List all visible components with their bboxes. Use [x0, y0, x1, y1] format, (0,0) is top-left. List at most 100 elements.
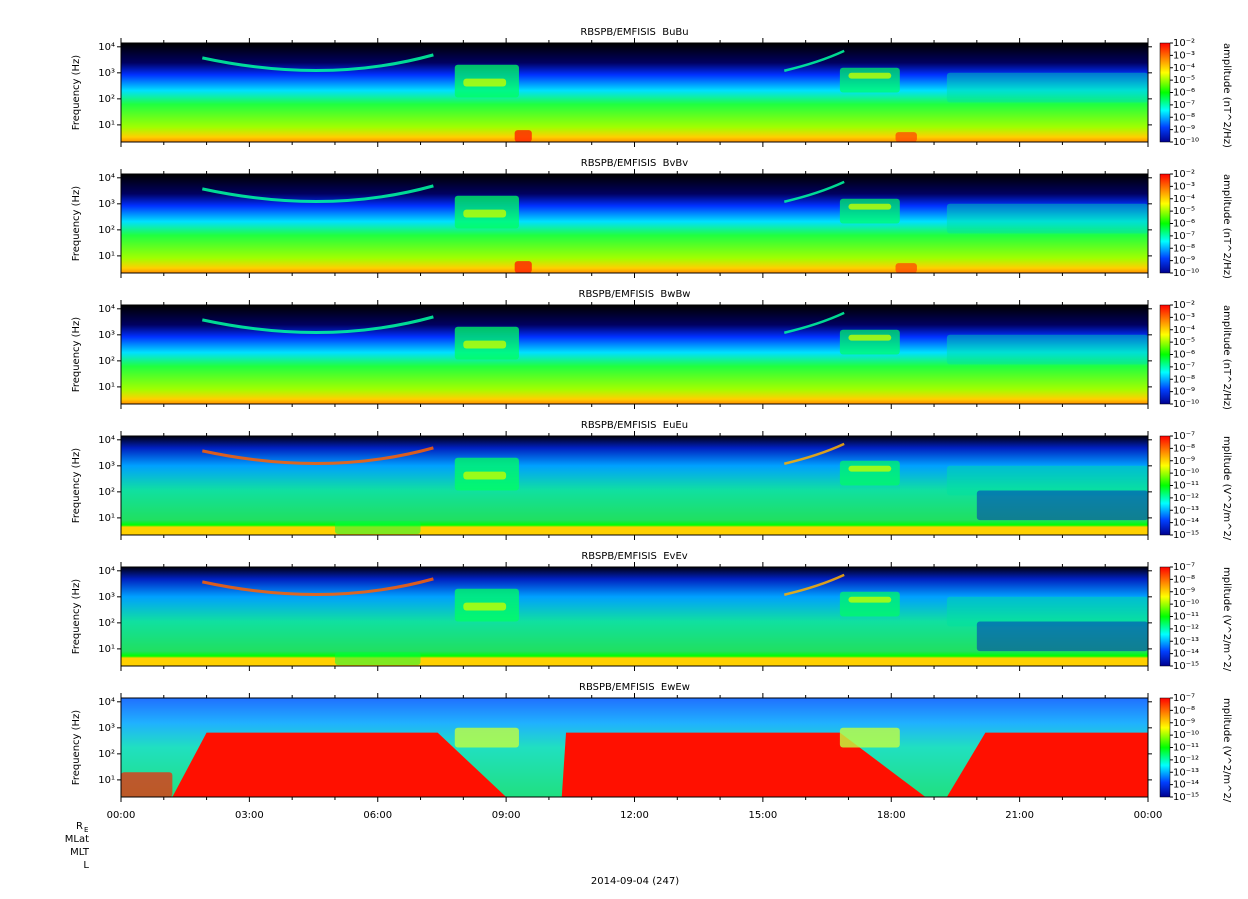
date-label: 2014-09-04 (247): [591, 876, 679, 887]
colorbar-tick-label: 10⁻⁸: [1173, 443, 1195, 454]
colorbar-tick-label: 10⁻⁷: [1173, 362, 1195, 373]
spectrogram-feature: [514, 261, 532, 273]
y-tick-label: 10³: [98, 592, 115, 603]
spectrogram-feature: [848, 465, 892, 472]
colorbar-tick-label: 10⁻¹⁵: [1173, 530, 1199, 541]
chorus-arc: [201, 446, 434, 465]
chorus-arc: [783, 573, 845, 596]
chorus-arc: [201, 53, 434, 72]
chorus-arc: [783, 311, 845, 334]
spectrogram-feature: [463, 602, 507, 611]
y-tick-label: 10³: [98, 199, 115, 210]
colorbar-tick-label: 10⁻¹³: [1173, 636, 1199, 647]
axes: [117, 169, 1173, 278]
x-tick-label: 15:00: [748, 810, 777, 821]
spectrogram-feature: [946, 596, 1148, 627]
spectrogram-feature: [334, 521, 421, 535]
y-tick-label: 10⁴: [98, 697, 115, 708]
colorbar-label: mplitude (V^2/m^2/: [1221, 698, 1232, 803]
colorbar-tick-label: 10⁻⁸: [1173, 374, 1195, 385]
colorbar-tick-label: 10⁻¹³: [1173, 767, 1199, 778]
colorbar-label: mplitude (V^2/m^2/: [1221, 567, 1232, 672]
colorbar-tick-label: 10⁻¹⁰: [1173, 599, 1199, 610]
chorus-arc: [201, 315, 434, 334]
colorbar-tick-label: 10⁻²: [1173, 38, 1195, 49]
spectrogram-feature: [895, 132, 917, 142]
chorus-arc: [201, 184, 434, 203]
colorbar-tick-label: 10⁻⁶: [1173, 88, 1195, 99]
colorbar: [1159, 173, 1171, 274]
y-axis-label: Frequency (Hz): [71, 710, 82, 786]
colorbar-tick-label: 10⁻¹⁰: [1173, 268, 1199, 279]
axes: [117, 431, 1173, 540]
spectrogram-feature: [976, 490, 1148, 521]
spectrogram-panel: RBSPB/EMFISIS BvBv Frequency (Hz) 10¹ 10² 10…: [71, 158, 1232, 279]
colorbar-label: amplitude (nT^2/Hz): [1221, 174, 1232, 279]
x-tick-label: 18:00: [877, 810, 906, 821]
ephemeris-subscript: E: [84, 826, 88, 834]
spectrogram-panel: RBSPB/EMFISIS EwEw Frequency (Hz) 10¹ 10² 10…: [71, 682, 1232, 821]
spectrogram-background: [121, 174, 1148, 273]
colorbar-tick-label: 10⁻⁵: [1173, 75, 1195, 86]
colorbar-tick-label: 10⁻¹¹: [1173, 743, 1199, 754]
y-tick-label: 10²: [98, 749, 115, 760]
colorbar-tick-label: 10⁻⁷: [1173, 431, 1195, 442]
panel-title: RBSPB/EMFISIS EwEw: [579, 682, 690, 693]
spectrogram-feature: [946, 334, 1148, 365]
y-tick-label: 10¹: [98, 644, 115, 655]
colorbar-tick-label: 10⁻¹⁰: [1173, 137, 1199, 148]
spectrogram-feature: [463, 340, 507, 349]
y-tick-label: 10²: [98, 487, 115, 498]
chorus-arc: [783, 49, 845, 72]
y-tick-label: 10¹: [98, 775, 115, 786]
colorbar-tick-label: 10⁻⁶: [1173, 350, 1195, 361]
spectrogram-feature: [839, 460, 900, 486]
x-tick-label: 00:00: [107, 810, 136, 821]
colorbar-tick-label: 10⁻¹⁴: [1173, 518, 1199, 529]
colorbar-label: mplitude (V^2/m^2/: [1221, 436, 1232, 541]
chorus-arc: [783, 442, 845, 465]
colorbar-tick-label: 10⁻¹³: [1173, 505, 1199, 516]
colorbar-tick-label: 10⁻¹⁴: [1173, 780, 1199, 791]
axes: [117, 562, 1173, 671]
colorbar-tick-label: 10⁻¹⁴: [1173, 649, 1199, 660]
spectrogram-background: [121, 567, 1148, 666]
ephemeris-label: MLat: [65, 834, 89, 845]
colorbar-tick-label: 10⁻⁶: [1173, 219, 1195, 230]
spectrogram-feature: [463, 209, 507, 218]
x-tick-label: 00:00: [1134, 810, 1163, 821]
colorbar-tick-label: 10⁻³: [1173, 312, 1195, 323]
y-tick-label: 10¹: [98, 382, 115, 393]
y-tick-label: 10³: [98, 723, 115, 734]
y-tick-label: 10¹: [98, 513, 115, 524]
colorbar-tick-label: 10⁻⁴: [1173, 194, 1195, 205]
hiss-region: [946, 732, 1148, 797]
y-axis-label: Frequency (Hz): [71, 579, 82, 655]
panels: RBSPB/EMFISIS BuBu Frequency (Hz) 10¹ 10² 10…: [71, 27, 1232, 821]
spectrogram-feature: [334, 652, 421, 666]
y-tick-label: 10¹: [98, 120, 115, 131]
x-tick-label: 21:00: [1005, 810, 1034, 821]
axes: [117, 693, 1173, 802]
colorbar-label: amplitude (nT^2/Hz): [1221, 43, 1232, 148]
colorbar-tick-label: 10⁻⁷: [1173, 693, 1195, 704]
y-axis-label: Frequency (Hz): [71, 55, 82, 131]
ephemeris-label: L: [83, 860, 89, 871]
colorbar: [1159, 697, 1171, 798]
y-tick-label: 10²: [98, 225, 115, 236]
spectrogram-feature: [848, 72, 892, 79]
x-tick-label: 12:00: [620, 810, 649, 821]
spectrogram-panel: RBSPB/EMFISIS EvEv Frequency (Hz) 10¹ 10² 10…: [71, 551, 1232, 672]
spectrogram-feature: [839, 591, 900, 617]
colorbar: [1159, 566, 1171, 667]
y-tick-label: 10⁴: [98, 42, 115, 53]
colorbar-tick-label: 10⁻⁵: [1173, 206, 1195, 217]
colorbar-tick-label: 10⁻¹⁰: [1173, 399, 1199, 410]
panel-title: RBSPB/EMFISIS BvBv: [581, 158, 689, 169]
colorbar-tick-label: 10⁻⁷: [1173, 100, 1195, 111]
spectrogram-feature: [839, 67, 900, 93]
panel-title: RBSPB/EMFISIS BuBu: [580, 27, 688, 38]
spectrogram-feature: [976, 621, 1148, 652]
